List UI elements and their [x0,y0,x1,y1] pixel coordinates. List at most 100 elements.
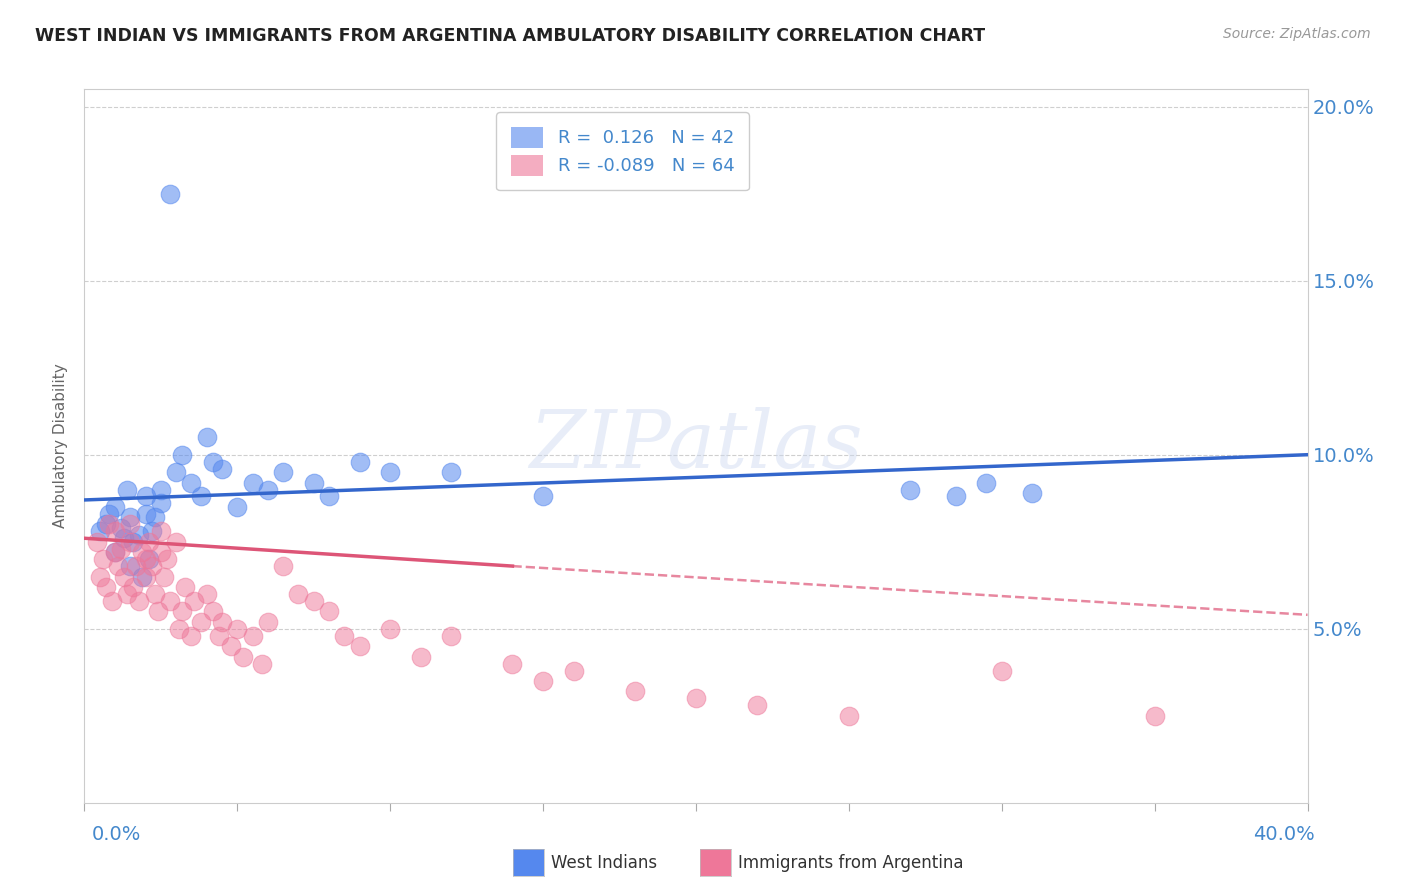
Point [120,517,142,532]
Point [190,490,212,504]
Point [165,534,187,549]
Point [991,664,1014,678]
Point [333,629,356,643]
Point [976,475,998,490]
Y-axis label: Ambulatory Disability: Ambulatory Disability [53,364,69,528]
Point [287,587,309,601]
Point [120,534,142,549]
Point [135,569,157,583]
Point [135,507,157,521]
Point [440,629,463,643]
Point [165,465,187,479]
Point [685,691,707,706]
Point [172,448,194,462]
Point [271,559,294,574]
Point [128,594,150,608]
Point [149,524,172,539]
Point [167,622,190,636]
Point [120,510,142,524]
Point [159,594,181,608]
Point [131,545,153,559]
Point [149,483,172,497]
Legend: R =  0.126   N = 42, R = -0.089   N = 64: R = 0.126 N = 42, R = -0.089 N = 64 [496,112,749,190]
Point [174,580,197,594]
Point [110,541,132,556]
Point [112,569,135,583]
Point [1021,486,1043,500]
Point [94,580,117,594]
Point [201,455,224,469]
Point [104,524,127,539]
Point [141,524,163,539]
Point [149,545,172,559]
Point [349,639,371,653]
Point [250,657,273,671]
Point [201,604,224,618]
Text: Source: ZipAtlas.com: Source: ZipAtlas.com [1223,27,1371,41]
Point [146,604,169,618]
Point [143,587,166,601]
Point [226,622,249,636]
Point [122,534,145,549]
Point [156,552,179,566]
Point [159,186,181,201]
Point [502,657,524,671]
Point [302,594,325,608]
Point [1143,708,1166,723]
Point [898,483,921,497]
Point [101,594,124,608]
Point [94,517,117,532]
Point [172,604,194,618]
Point [409,649,432,664]
Point [89,524,111,539]
Text: West Indians: West Indians [551,855,657,872]
Point [232,649,254,664]
Point [624,684,647,698]
Point [380,622,402,636]
Text: Immigrants from Argentina: Immigrants from Argentina [738,855,963,872]
Text: 0.0%: 0.0% [91,825,141,844]
Point [104,545,127,559]
Point [107,559,129,574]
Point [153,569,176,583]
Point [195,587,218,601]
Point [242,475,264,490]
Point [110,521,132,535]
Point [125,559,148,574]
Point [219,639,242,653]
Point [531,673,554,688]
Point [86,534,108,549]
Point [135,490,157,504]
Text: WEST INDIAN VS IMMIGRANTS FROM ARGENTINA AMBULATORY DISABILITY CORRELATION CHART: WEST INDIAN VS IMMIGRANTS FROM ARGENTINA… [35,27,986,45]
Point [440,465,463,479]
Point [180,629,202,643]
Point [112,531,135,545]
Point [120,559,142,574]
Point [242,629,264,643]
Point [143,510,166,524]
Point [257,483,280,497]
Point [747,698,769,713]
Point [945,490,967,504]
Point [138,552,160,566]
Point [349,455,371,469]
Point [380,465,402,479]
Point [104,500,127,514]
Point [226,500,249,514]
Point [531,490,554,504]
Point [318,490,340,504]
Point [211,615,233,629]
Point [195,430,218,444]
Point [97,517,120,532]
Point [104,545,127,559]
Point [131,569,153,583]
Point [180,475,202,490]
Point [97,507,120,521]
Point [122,580,145,594]
Point [89,569,111,583]
Point [302,475,325,490]
Point [135,552,157,566]
Point [115,587,138,601]
Point [211,461,233,475]
Point [257,615,280,629]
